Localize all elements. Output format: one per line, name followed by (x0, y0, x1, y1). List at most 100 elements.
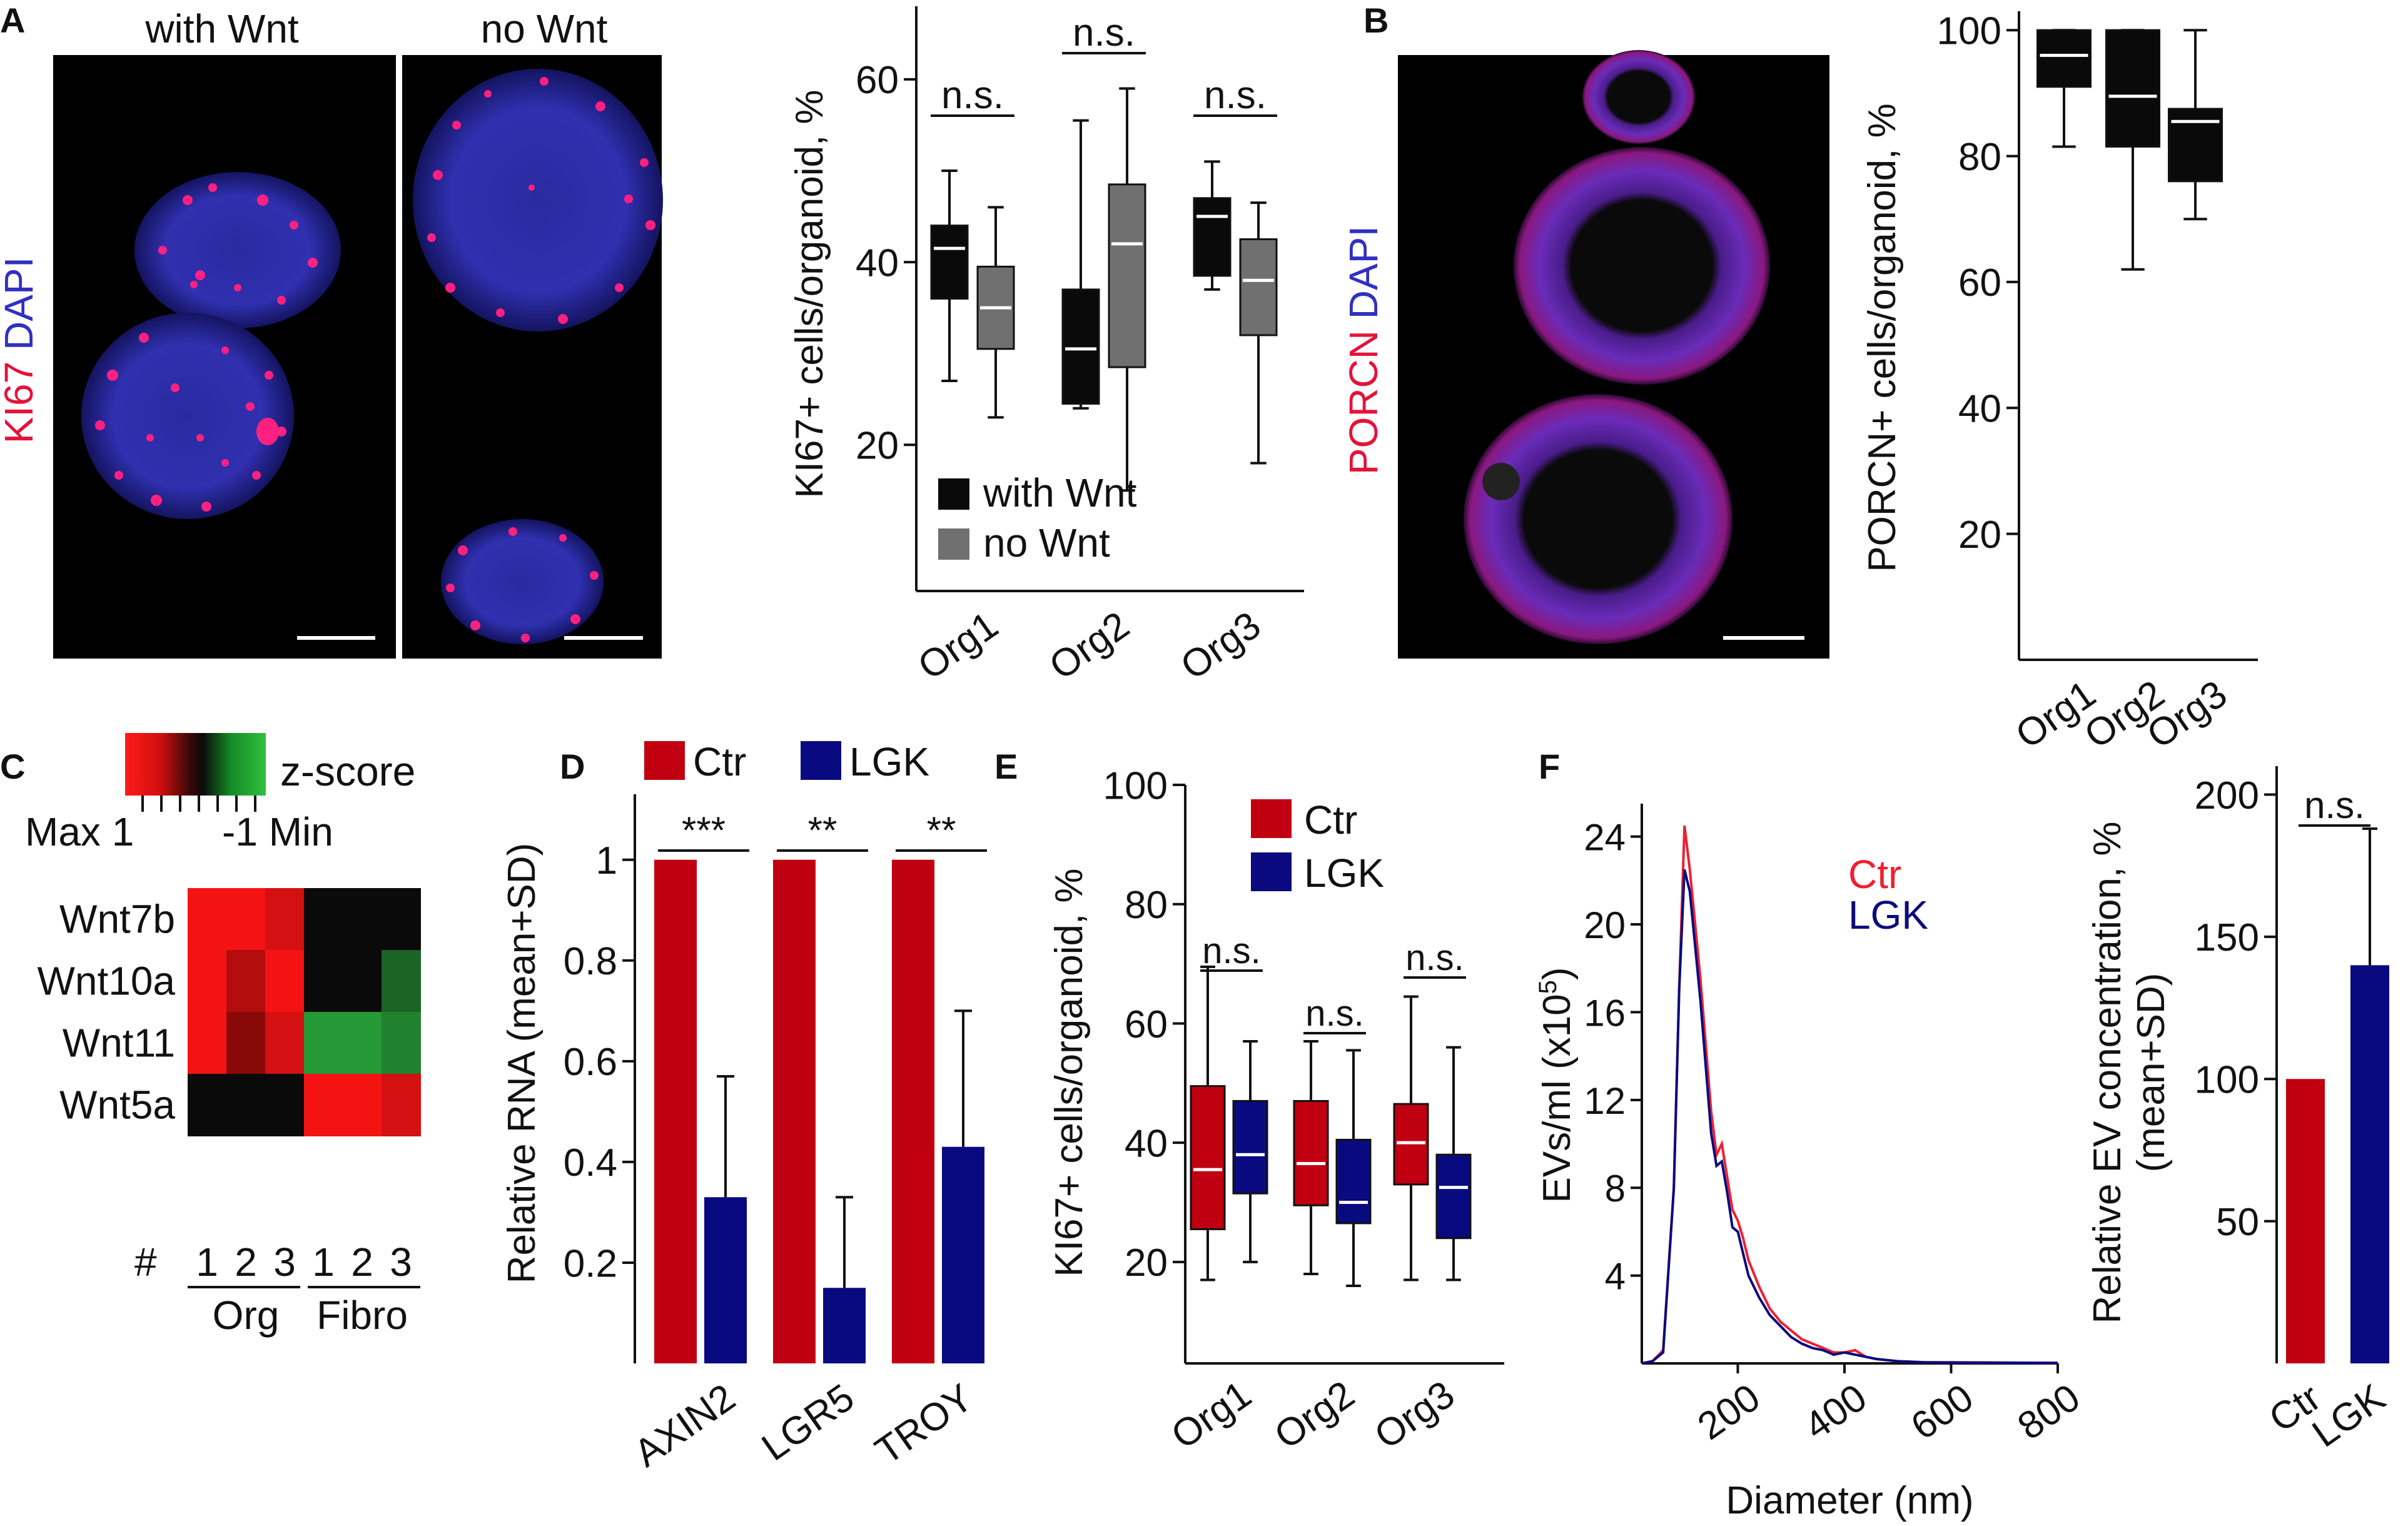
y-axis-title: Relative RNA (mean+SD) (500, 843, 544, 1284)
y-tick-label: 50 (2216, 1201, 2259, 1244)
heatmap-cell (188, 950, 227, 1013)
y-tick-label: 8 (1605, 1168, 1626, 1210)
box-iqr (1193, 197, 1232, 277)
y-tick-label: 0.8 (564, 940, 617, 983)
y-axis-title: KI67+ cells/organoid, % (788, 89, 831, 498)
y-tick-label: 12 (1584, 1080, 1626, 1122)
bar (773, 859, 816, 1363)
heatmap-cell (343, 1074, 382, 1136)
significance-label: ** (808, 809, 837, 851)
chart-f-line: 4 8 12 16 20 24 200 400 600 800 EVs/ml (x105) Diame… (1534, 804, 2088, 1522)
legend-label: LGK (1304, 851, 1384, 896)
heatmap-cell (226, 888, 266, 951)
heatmap-row-label: Wnt5a (59, 1083, 175, 1128)
x-axis-title: Diameter (nm) (1726, 1479, 1973, 1522)
y-tick-label: 24 (1584, 817, 1626, 859)
significance-label: n.s. (1073, 11, 1135, 54)
zscore-max-label: Max 1 (25, 809, 134, 854)
panel-e: E 20 40 60 80 100 KI67+ cells/organoid, % n.s.… (994, 747, 1504, 1458)
heatmap-cell (304, 950, 343, 1013)
significance-label: n.s. (1202, 931, 1261, 971)
legend-label: no Wnt (983, 520, 1110, 565)
heatmap-cell (343, 950, 382, 1013)
x-tick-label: Org3 (1367, 1373, 1462, 1458)
heatmap-cell (226, 1074, 266, 1136)
heatmap-cell (304, 1074, 343, 1136)
panel-b-stain-label: PORCN DAPI (1341, 226, 1386, 475)
heatmap-cell (226, 1012, 266, 1074)
heatmap-row-label: Wnt11 (63, 1021, 175, 1066)
y-tick-label: 20 (856, 425, 899, 468)
x-tick-label: 600 (1903, 1376, 1981, 1448)
x-tick-label: LGK (2305, 1376, 2393, 1456)
box-iqr (930, 225, 969, 300)
bar (654, 859, 697, 1363)
y-tick-label: 100 (1103, 764, 1168, 807)
x-tick-label: AXIN2 (627, 1376, 743, 1475)
panel-c: C z-score Max 1 -1 Min Wnt7b Wnt10a Wnt11 W… (0, 733, 421, 1338)
box-iqr (1232, 1099, 1268, 1195)
y-axis-title: PORCN+ cells/organoid, % (1861, 103, 1904, 572)
x-tick-label: Org1 (911, 604, 1006, 689)
bar (892, 859, 934, 1363)
heatmap-col-label: 3 (390, 1240, 412, 1285)
y-tick-label: 40 (1125, 1122, 1168, 1165)
x-tick-label: 400 (1797, 1376, 1874, 1448)
y-tick-label: 16 (1584, 992, 1626, 1034)
legend-label: Ctr (693, 739, 746, 784)
significance-label: n.s. (2304, 784, 2365, 826)
x-tick-label: Org2 (1267, 1373, 1362, 1458)
y-tick-label: 40 (1958, 388, 2001, 431)
y-tick-label: 20 (1958, 513, 2001, 557)
panel-f-letter: F (1539, 747, 1560, 786)
bar (2350, 965, 2389, 1363)
heatmap-cell (265, 1074, 305, 1136)
y-tick-label: 200 (2195, 774, 2259, 817)
y-tick-label: 60 (1125, 1003, 1168, 1046)
heatmap-col-label: 3 (273, 1240, 296, 1285)
legend-label: LGK (1848, 892, 1928, 937)
heatmap-cell (265, 1012, 305, 1074)
significance-label: *** (682, 809, 726, 851)
bar (704, 1197, 747, 1363)
y-tick-label: 100 (1937, 10, 2001, 53)
heatmap-cell (382, 1012, 421, 1074)
panel-a-label-no-wnt: no Wnt (481, 6, 608, 51)
series-line (1641, 869, 2058, 1365)
legend-swatch (801, 741, 841, 780)
legend-label: Ctr (1304, 797, 1357, 842)
y-tick-label: 80 (1125, 884, 1168, 927)
panel-b: B PORCN DAPI 20 40 60 80 100 PORCN+ cells/org… (1341, 1, 2258, 757)
legend-label: Ctr (1848, 852, 1901, 897)
y-tick-label: 60 (856, 59, 899, 102)
box-iqr (1239, 238, 1278, 336)
stain-ki67: KI67 (0, 361, 41, 444)
significance-label: ** (927, 809, 956, 851)
y-tick-label: 60 (1958, 261, 2001, 305)
y-axis-title: KI67+ cells/organoid, % (1048, 868, 1091, 1276)
heatmap-cell (188, 1074, 227, 1136)
y-axis-subtitle: (mean+SD) (2130, 973, 2173, 1173)
box-iqr (1293, 1099, 1329, 1206)
box-iqr (1335, 1138, 1372, 1225)
chart-a-boxplot: 20 40 60 KI67+ cells/organoid, % n.s. n.s. n.s… (788, 6, 1304, 689)
heatmap-cell (188, 1012, 227, 1074)
y-tick-label: 100 (2195, 1059, 2259, 1102)
zscore-scale-bar (125, 733, 266, 796)
legend-label: with Wnt (983, 470, 1137, 515)
heatmap-hash: # (134, 1240, 157, 1285)
heatmap-col-label: 1 (196, 1240, 218, 1285)
heatmap-cell (343, 1012, 382, 1074)
panel-a: A with Wnt no Wnt (0, 1, 1304, 689)
x-tick-label: 200 (1690, 1376, 1768, 1448)
panel-a-letter: A (0, 1, 25, 40)
heatmap-col-label: 2 (235, 1240, 257, 1285)
heatmap-row-label: Wnt7b (59, 897, 175, 942)
chart-e-boxplot: 20 40 60 80 100 KI67+ cells/organoid, % n.s. n.… (1048, 764, 1504, 1458)
heatmap-cell (265, 950, 305, 1013)
panel-f: F 4 8 12 16 20 24 200 400 600 800 EVs/ml (x105) Dia… (1534, 747, 2393, 1522)
